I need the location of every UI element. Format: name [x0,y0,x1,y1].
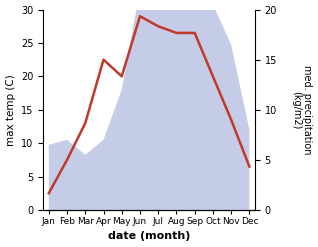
Y-axis label: max temp (C): max temp (C) [5,74,16,146]
X-axis label: date (month): date (month) [108,231,190,242]
Y-axis label: med. precipitation
(kg/m2): med. precipitation (kg/m2) [291,65,313,155]
